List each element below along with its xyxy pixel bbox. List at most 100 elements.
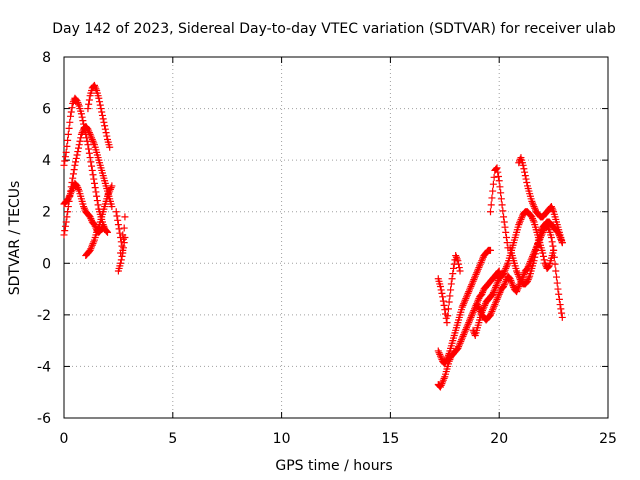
- data-point: [86, 246, 94, 254]
- plot-frame: [63, 56, 609, 419]
- data-point-interp: [446, 292, 454, 300]
- data-point-interp: [88, 162, 96, 170]
- data-point-interp: [501, 279, 509, 287]
- data-point: [465, 319, 473, 327]
- data-point: [469, 308, 477, 316]
- data-point-interp: [75, 185, 83, 193]
- data-point: [495, 267, 503, 275]
- data-point-interp: [118, 252, 126, 260]
- data-point-interp: [474, 302, 482, 310]
- data-point: [458, 303, 466, 311]
- data-point: [75, 141, 83, 149]
- data-point-interp: [533, 243, 541, 251]
- data-point: [106, 187, 114, 195]
- data-point-interp: [61, 227, 69, 235]
- data-point-interp: [522, 175, 530, 183]
- data-point: [473, 267, 481, 275]
- data-point: [521, 172, 529, 180]
- data-point: [460, 298, 468, 306]
- data-point: [108, 182, 116, 190]
- data-point-interp: [529, 201, 537, 209]
- data-point-interp: [66, 191, 74, 199]
- axis-ticks: 0 5 10 15 20 25 -6 -4 -2 0 2 4 6 8: [37, 50, 617, 447]
- data-point: [489, 290, 497, 298]
- data-point: [436, 383, 444, 391]
- data-point-interp: [104, 191, 112, 199]
- data-point: [463, 293, 471, 301]
- data-point-interp: [66, 118, 74, 126]
- data-point-interp: [100, 118, 108, 126]
- data-point-interp: [513, 286, 521, 294]
- data-point-interp: [466, 284, 474, 292]
- data-point: [556, 234, 564, 241]
- data-point-interp: [120, 239, 128, 247]
- data-point: [62, 218, 70, 226]
- data-point-interp: [444, 312, 452, 320]
- data-point: [90, 179, 98, 187]
- y-tick-label: -4: [37, 359, 51, 375]
- data-point: [99, 115, 107, 123]
- data-point-interp: [82, 134, 90, 142]
- data-point-interp: [119, 235, 127, 243]
- data-point-interp: [80, 123, 88, 131]
- data-point-interp: [500, 268, 508, 276]
- data-point: [547, 203, 555, 211]
- data-point-interp: [472, 270, 480, 278]
- data-point-interp: [470, 307, 478, 315]
- grid-lines: [64, 57, 608, 418]
- data-point-interp: [442, 358, 450, 366]
- data-point: [515, 272, 523, 280]
- data-point: [469, 277, 477, 285]
- y-tick-label: 2: [42, 205, 51, 221]
- data-point-interp: [455, 341, 463, 349]
- data-point: [64, 195, 72, 203]
- data-point-interp: [468, 281, 476, 289]
- data-point-interp: [102, 129, 110, 137]
- data-point-interp: [513, 269, 521, 277]
- data-point-interp: [119, 244, 127, 252]
- series-evening-arc-1: [434, 267, 503, 391]
- data-point-interp: [557, 235, 565, 243]
- data-point-interp: [551, 260, 559, 268]
- data-point: [73, 97, 81, 105]
- data-point: [465, 288, 473, 296]
- data-point-interp: [503, 239, 511, 247]
- data-point: [439, 378, 447, 386]
- data-point-interp: [448, 275, 456, 283]
- data-point: [478, 257, 486, 265]
- data-point-interp: [531, 253, 539, 261]
- data-point-interp: [496, 183, 504, 191]
- series-morning-tail: [112, 208, 129, 275]
- y-axis-title: SDTVAR / TECUs: [7, 181, 23, 296]
- data-point-interp: [81, 127, 89, 135]
- data-point: [508, 280, 516, 288]
- data-point-interp: [499, 207, 507, 215]
- data-point: [558, 239, 566, 247]
- data-point-interp: [61, 157, 69, 165]
- data-point-interp: [534, 240, 542, 248]
- data-point: [436, 282, 444, 290]
- data-point-interp: [120, 224, 128, 232]
- data-point: [88, 241, 96, 249]
- data-point-interp: [489, 289, 497, 297]
- data-point: [550, 246, 558, 254]
- data-point-interp: [78, 113, 86, 121]
- data-point-interp: [88, 243, 96, 251]
- data-point-interp: [555, 232, 563, 240]
- data-point-interp: [113, 212, 121, 220]
- data-point-interp: [501, 223, 509, 231]
- x-axis-title: GPS time / hours: [275, 458, 392, 474]
- series-morning-arc-1: [60, 123, 116, 239]
- x-tick-label: 10: [273, 431, 291, 447]
- data-point: [101, 125, 109, 133]
- series-morning-arc-3: [60, 179, 107, 236]
- data-point: [82, 130, 90, 138]
- data-point: [502, 277, 510, 285]
- data-point-interp: [91, 83, 99, 91]
- data-point-interp: [440, 374, 448, 382]
- data-point: [450, 264, 458, 272]
- data-point-interp: [481, 301, 489, 309]
- data-point: [495, 290, 503, 298]
- data-point-interp: [555, 290, 563, 298]
- data-point: [121, 234, 129, 241]
